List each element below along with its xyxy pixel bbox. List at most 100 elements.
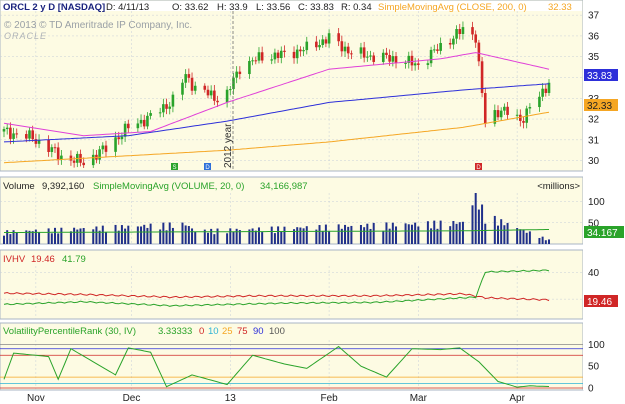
candle (56, 142, 60, 165)
volume-bar (296, 227, 299, 244)
volume-title[interactable]: Volume (3, 181, 35, 192)
candle (235, 66, 238, 84)
candle (315, 36, 318, 51)
candle (104, 140, 108, 158)
volume-sma-label[interactable]: SimpleMovingAvg (VOLUME, 20, 0) (93, 181, 244, 192)
volume-bar (165, 230, 168, 244)
volume-bar (31, 231, 34, 244)
volume-bar (452, 220, 455, 244)
volume-bar (388, 228, 391, 244)
event-marker-split[interactable]: S (171, 163, 178, 171)
candle (270, 54, 274, 65)
volume-bar (430, 228, 433, 244)
candle-body (260, 52, 264, 61)
volume-bar (3, 235, 5, 244)
candle-body (410, 55, 414, 66)
candle (461, 21, 465, 40)
candle (318, 39, 321, 51)
candle (184, 69, 187, 88)
candle-body (394, 56, 398, 64)
candle-body (60, 155, 63, 160)
candle (47, 135, 50, 157)
candle-body (506, 106, 509, 115)
event-marker-dividend-2[interactable]: D (475, 163, 482, 171)
candle (426, 59, 430, 70)
sma-study-chip[interactable] (376, 1, 548, 11)
sma-study-label[interactable]: SimpleMovingAvg (CLOSE, 200, 0) (378, 2, 527, 13)
candle (206, 85, 210, 99)
candle (276, 49, 280, 63)
ivhv-axis-tick: 40 (588, 268, 600, 279)
volume-bar (203, 229, 206, 244)
candle (385, 47, 388, 59)
vpr-title[interactable]: VolatilityPercentileRank (30, IV) (3, 326, 136, 337)
ivhv-title[interactable]: IVHV (3, 254, 26, 265)
volume-bar (302, 228, 305, 244)
sma200-line (3, 111, 550, 164)
volume-bar (544, 240, 547, 244)
price-panel (0, 0, 584, 172)
candle-body (324, 39, 328, 44)
candle (305, 36, 309, 55)
right-axis-area (583, 0, 625, 390)
sma-flag: 32.33 (584, 99, 618, 112)
symbol-label[interactable]: ORCL 2 y D [NASDAQ] (3, 2, 105, 13)
candle-body (53, 147, 57, 149)
candle (123, 121, 127, 142)
volume-bar (38, 232, 41, 244)
volume-bar (497, 225, 500, 244)
candle-body (366, 56, 369, 58)
volume-bar (254, 230, 257, 244)
volume-bar (404, 223, 407, 244)
candle-body (458, 29, 462, 35)
candle-body (184, 74, 187, 83)
candle (53, 143, 57, 153)
candle-body (187, 74, 191, 78)
candle-body (270, 59, 274, 61)
candle (343, 41, 347, 57)
volume-bar (120, 225, 123, 244)
volume-series (3, 193, 550, 244)
year-marker: 2012 year (223, 123, 234, 168)
low-label: L: 33.56 (256, 2, 290, 13)
candle (391, 50, 395, 67)
volume-bar (506, 222, 509, 244)
x-axis-label: Mar (410, 393, 428, 404)
candle (165, 98, 168, 115)
candle-body (471, 27, 474, 35)
event-marker-dividend-1[interactable]: D (204, 163, 211, 171)
volume-bar (528, 231, 531, 244)
candle (158, 107, 162, 118)
candle (541, 83, 544, 102)
candle (362, 41, 366, 63)
volume-bar (449, 226, 452, 244)
volume-bar (410, 224, 413, 244)
volume-bar (321, 231, 324, 244)
candle-body (541, 88, 544, 97)
candle (146, 112, 149, 130)
candle (366, 51, 369, 62)
volume-bar (461, 221, 464, 244)
volume-bar (337, 224, 340, 244)
volume-bar (101, 225, 104, 244)
candle-body (9, 127, 12, 139)
vpr-level-25: 25 (222, 326, 233, 337)
volume-bar (372, 222, 375, 244)
candle-body (37, 139, 41, 144)
candle (480, 57, 484, 98)
vpr-series (0, 343, 583, 389)
candle-body (228, 89, 232, 91)
volume-bar (104, 232, 107, 244)
candle (28, 127, 31, 142)
volume-sma-value: 34,166,987 (260, 181, 308, 192)
volume-bar (477, 209, 480, 244)
volume-bar (213, 234, 216, 244)
candle-body (165, 104, 168, 109)
candle-body (528, 107, 532, 109)
volume-flag-label: 34.167 (587, 228, 618, 239)
candle (522, 116, 525, 129)
candle (506, 102, 509, 120)
volume-bar (318, 225, 321, 244)
volume-bar (73, 227, 76, 244)
volume-bar (548, 239, 550, 244)
